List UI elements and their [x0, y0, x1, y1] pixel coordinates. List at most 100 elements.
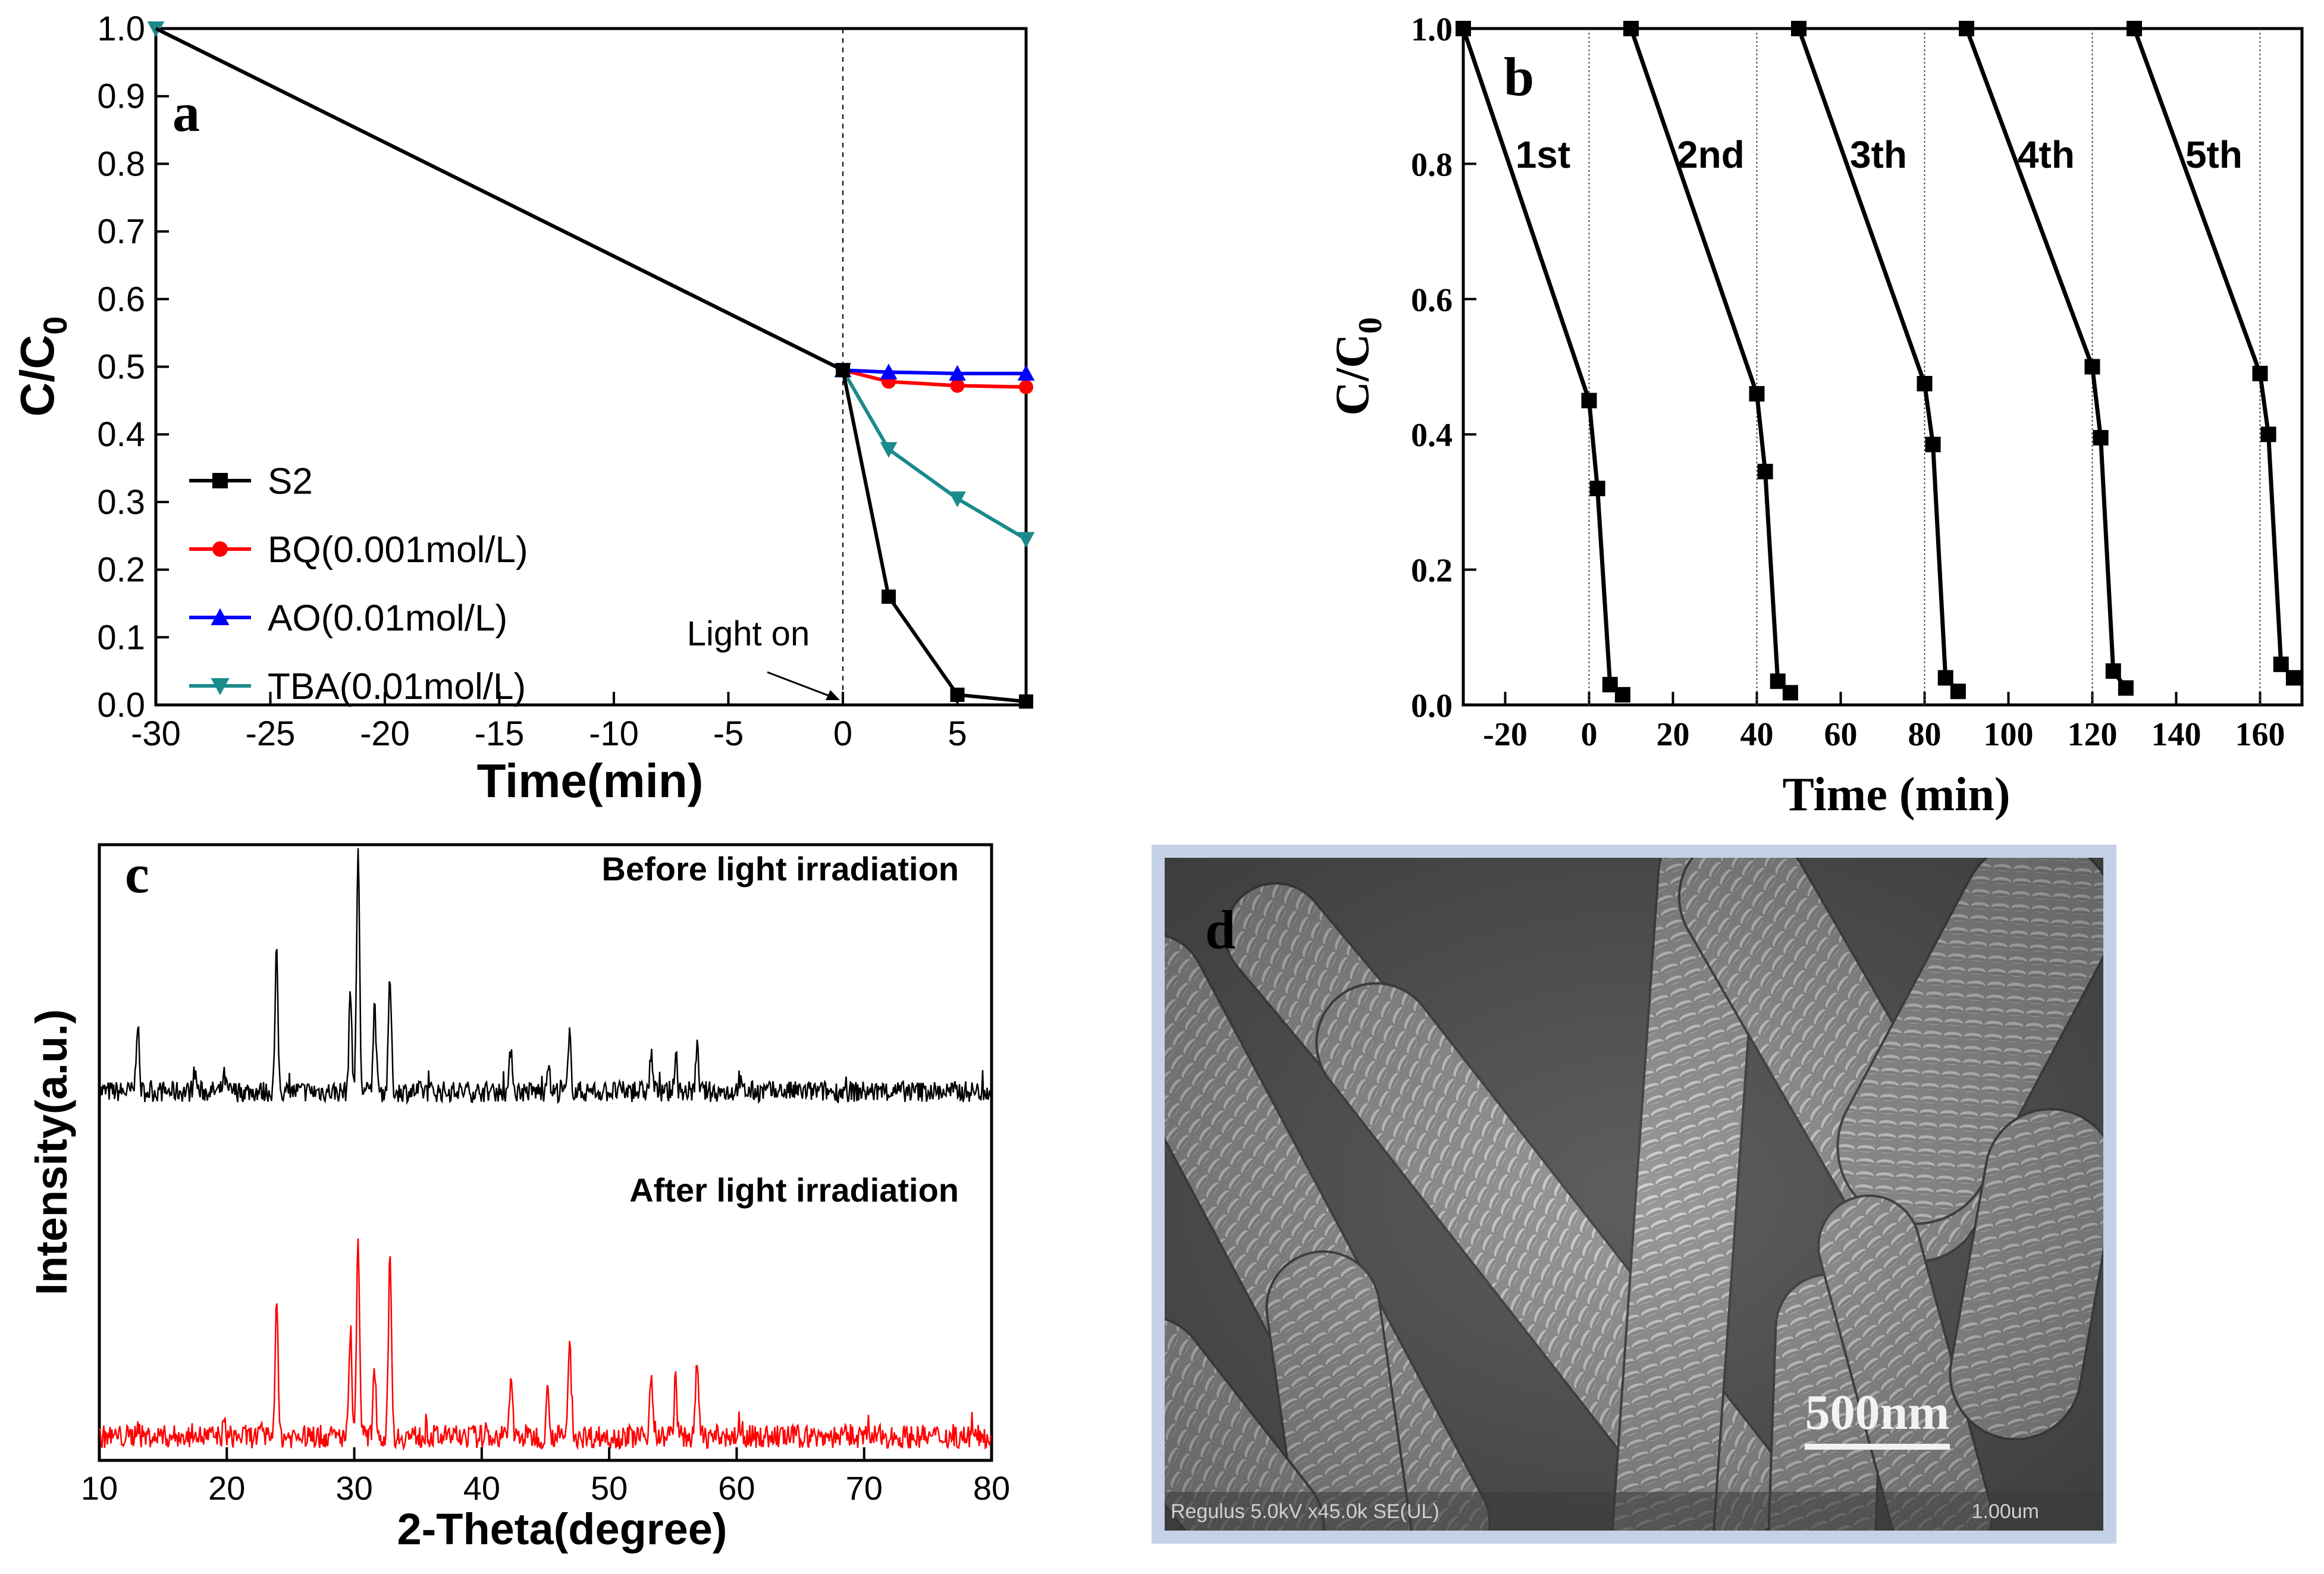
panel-b-x-tick-label: 160	[2235, 716, 2285, 753]
light-on-annotation: Light on	[687, 614, 810, 653]
panel-b-point-1	[1749, 385, 1765, 402]
panel-a-x-tick-label: -30	[131, 714, 181, 753]
panel-b-y-axis-label: C/C0	[1326, 317, 1389, 416]
panel-b-cycle-labels: 1st 2nd 3th 4th 5th	[1516, 133, 2243, 176]
panel-a-y-tick-label: 0.5	[97, 348, 145, 387]
panel-b-point-0	[1581, 393, 1597, 409]
panel-a-point-0	[1019, 694, 1033, 709]
panel-c-x-tick-label: 80	[973, 1469, 1010, 1507]
panel-c-x-axis-label: 2-Theta(degree)	[397, 1504, 727, 1554]
panel-b-x-tick-label: 120	[2068, 716, 2118, 753]
panel-b-point-2	[1937, 670, 1953, 686]
panel-c-pattern-0	[98, 848, 993, 1105]
panel-a-series-line-1	[155, 27, 1027, 389]
panel-b-cycle-label: 3th	[1850, 133, 1907, 176]
panel-b-cycle-line-4	[2132, 27, 2295, 679]
panel-b-cycle-line-2	[1796, 27, 1960, 693]
panel-c-series-label-after: After light irradiation	[629, 1171, 959, 1209]
panel-b-x-tick-label: 40	[1740, 716, 1774, 753]
sem-info-strip	[1165, 1492, 2103, 1531]
panel-a-point-3	[949, 491, 966, 507]
panel-a-point-1	[950, 378, 965, 393]
panel-a-x-tick-label: -20	[360, 714, 410, 753]
panel-c-x-tick-label: 70	[846, 1469, 883, 1507]
light-on-arrowhead	[826, 690, 840, 700]
panel-c: 10 20 30 40 50 60 70 80 c Before light irradiat…	[27, 843, 1010, 1554]
panel-b-y-tick-label: 0.8	[1411, 146, 1453, 183]
legend-label: TBA(0.01mol/L)	[268, 666, 526, 707]
panel-a-y-tick-label: 0.1	[97, 618, 145, 657]
panel-a-ticks: -30 -25 -20 -15 -10 -5 0 5 0.0 0.1 0.2 0.3 0.4 0.5 0.6…	[97, 10, 967, 753]
panel-b-point-3	[2093, 429, 2109, 446]
sem-image: d 500nm Regulus 5.0kV x45.0k SE(UL) 1.00…	[1165, 858, 2103, 1531]
panel-b-point-4	[2260, 427, 2276, 443]
panel-b-x-tick-label: 140	[2151, 716, 2201, 753]
panel-a-x-tick-label: 0	[833, 714, 852, 753]
panel-a-y-tick-label: 1.0	[97, 10, 145, 48]
panel-b-x-tick-label: 80	[1908, 716, 1942, 753]
panel-c-x-tick-label: 30	[335, 1469, 372, 1507]
panel-c-x-tick-label: 50	[591, 1469, 628, 1507]
panel-c-y-axis-label: Intensity(a.u.)	[27, 1009, 76, 1295]
panel-b-y-tick-label: 0.6	[1411, 282, 1453, 319]
panel-a-y-tick-label: 0.3	[97, 483, 145, 522]
panel-b-x-tick-label: 0	[1581, 716, 1598, 753]
panel-b-point-0	[1456, 21, 1471, 36]
panel-a-x-tick-label: -5	[713, 714, 744, 753]
panel-b-point-3	[1959, 21, 1974, 36]
panel-a-y-tick-label: 0.8	[97, 145, 145, 183]
panel-a-legend: S2 BQ(0.001mol/L) AO(0.01mol/L) TBA(0.01mol…	[189, 461, 528, 707]
panel-c-x-tick-label: 10	[81, 1469, 118, 1507]
panel-b-y-tick-label: 0.4	[1411, 417, 1453, 454]
sem-info-scale: 1.00um	[1972, 1500, 2039, 1523]
panel-b-point-4	[2285, 670, 2301, 686]
panel-b-frame	[1461, 27, 2304, 707]
panel-a-point-3	[880, 442, 898, 458]
panel-c-ticks: 10 20 30 40 50 60 70 80	[81, 1447, 1010, 1507]
panel-b-point-3	[2105, 663, 2121, 679]
panel-b-point-2	[1925, 437, 1941, 453]
panel-c-x-tick-label: 60	[718, 1469, 755, 1507]
panel-b-point-4	[2273, 656, 2289, 672]
legend-swatch-marker	[211, 678, 230, 695]
panel-b-x-tick-label: 100	[1984, 716, 2034, 753]
panel-b-y-tick-label: 1.0	[1411, 11, 1453, 48]
panel-b-x-axis-label: Time (min)	[1783, 769, 2011, 821]
panel-a-point-0	[882, 590, 896, 604]
panel-b-point-2	[1950, 683, 1966, 700]
sem-texture: d 500nm Regulus 5.0kV x45.0k SE(UL) 1.00…	[1165, 858, 2103, 1531]
panel-b-point-1	[1757, 463, 1773, 479]
panel-c-x-tick-label: 40	[463, 1469, 500, 1507]
panel-a: -30 -25 -20 -15 -10 -5 0 5 0.0 0.1 0.2 0.3 0.4 0.5 0.6…	[11, 10, 1035, 807]
panel-b-cycle-line-1	[1629, 27, 1792, 695]
panel-b-y-tick-label: 0.2	[1411, 553, 1453, 590]
panel-b-x-tick-label: -20	[1483, 716, 1528, 753]
panel-b-x-tick-label: 20	[1657, 716, 1690, 753]
legend-swatch-marker	[212, 541, 228, 557]
panel-b-x-tick-label: 60	[1824, 716, 1858, 753]
panel-a-point-2	[949, 365, 966, 381]
panel-a-point-1	[1019, 380, 1033, 394]
panel-a-series	[147, 21, 1035, 709]
legend-swatch-marker	[212, 473, 228, 488]
panel-a-y-axis-label: C/C0	[11, 316, 74, 417]
light-on-arrow	[767, 671, 833, 698]
panel-d: d 500nm Regulus 5.0kV x45.0k SE(UL) 1.00…	[1152, 845, 2116, 1544]
panel-b-point-0	[1614, 686, 1630, 703]
panel-a-series-line-2	[155, 27, 1026, 375]
panel-b-point-0	[1589, 481, 1605, 497]
panel-b: -20 0 20 40 60 80 100 120 140 160 0.0 0.2 0.4 0.6 0.8 1…	[1326, 11, 2304, 821]
panel-b-cycle-line-0	[1461, 27, 1624, 697]
panel-b-point-1	[1623, 21, 1639, 36]
sem-scale-bar-label: 500nm	[1805, 1385, 1950, 1440]
panel-b-ticks: -20 0 20 40 60 80 100 120 140 160 0.0 0.2 0.4 0.6 0.8 1…	[1411, 11, 2285, 753]
panel-b-point-2	[1917, 375, 1933, 391]
legend-label: S2	[268, 461, 313, 502]
panel-c-label: c	[125, 844, 149, 904]
panel-c-frame	[98, 843, 993, 1462]
panel-a-x-tick-label: -10	[589, 714, 639, 753]
panel-c-series-label-before: Before light irradiation	[602, 850, 959, 888]
legend-label: BQ(0.001mol/L)	[268, 529, 528, 570]
sem-scale-bar	[1805, 1444, 1950, 1450]
